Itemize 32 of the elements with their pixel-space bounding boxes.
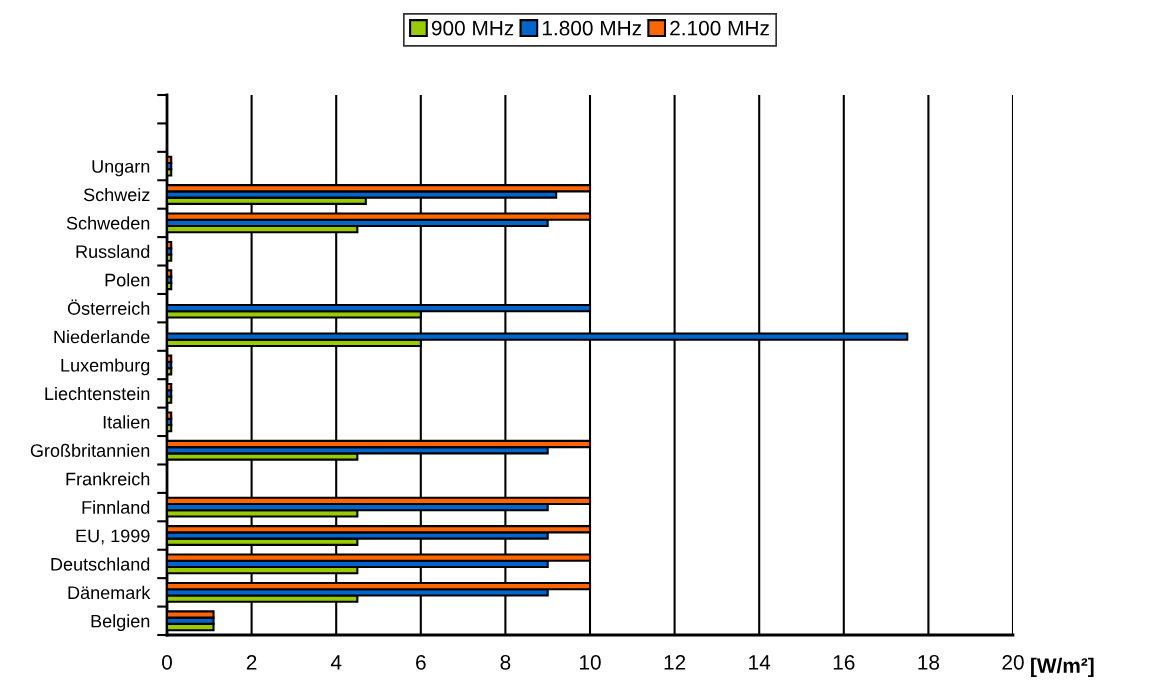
x-tick-label: 4 (330, 655, 342, 670)
x-tick-label: 14 (749, 655, 771, 670)
y-tick-label: Großbritannien (30, 443, 150, 457)
y-tick-label: Luxemburg (61, 358, 150, 376)
x-tick-label: 12 (664, 654, 686, 670)
y-tick-label: Ungarn (92, 160, 150, 177)
y-tick-label: Schweiz (83, 187, 150, 202)
y-tick-label: Dänemark (68, 585, 151, 600)
y-tick-label: EU, 1999 (76, 529, 150, 545)
x-tick-label: 6 (416, 654, 426, 670)
x-tick-label: 10 (580, 654, 601, 670)
y-tick-label: Belgien (91, 614, 150, 632)
legend-label: 900 MHz (431, 20, 514, 36)
x-tick-label: 16 (833, 654, 855, 670)
legend-label: 1.800 MHz (542, 20, 642, 36)
y-tick-label: Finnland (82, 500, 150, 514)
y-tick-label: Österreich (67, 299, 150, 315)
x-tick-label: 8 (500, 654, 511, 670)
y-tick-label: Liechtenstein (45, 386, 150, 401)
y-tick-label: Russland (76, 244, 150, 259)
y-tick-label: Niederlande (54, 330, 150, 344)
y-tick-label: Frankreich (66, 472, 150, 486)
y-tick-label: Deutschland (51, 557, 150, 571)
legend-label: 2.100 MHz (670, 20, 769, 36)
x-axis-title: [W/m²] (1031, 657, 1094, 678)
x-tick-label: 0 (162, 654, 172, 670)
y-tick-label: Polen (105, 273, 150, 287)
x-tick-label: 18 (918, 654, 940, 670)
x-tick-label: 2 (246, 654, 257, 670)
x-tick-label: 20 (1002, 654, 1024, 670)
y-tick-label: Schweden (66, 216, 150, 230)
y-tick-label: Italien (103, 415, 150, 429)
